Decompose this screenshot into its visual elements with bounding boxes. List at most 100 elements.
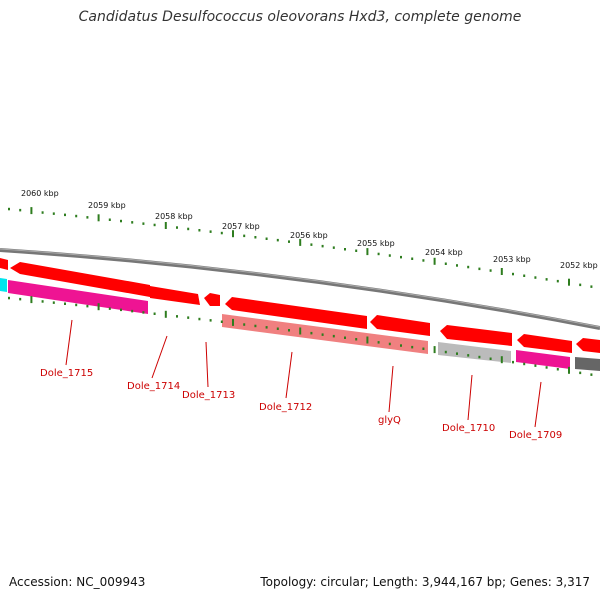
minor-tick <box>220 320 223 323</box>
major-tick <box>97 303 100 311</box>
minor-tick <box>344 248 346 251</box>
minor-tick <box>276 327 279 330</box>
minor-tick <box>52 212 55 215</box>
minor-tick <box>332 246 335 249</box>
minor-tick <box>489 357 492 360</box>
minor-tick <box>108 307 111 310</box>
minor-tick <box>523 274 526 277</box>
feature-arrow[interactable] <box>517 334 572 353</box>
major-tick <box>30 296 33 304</box>
minor-tick <box>411 257 414 260</box>
gene-label[interactable]: Dole_1709 <box>509 430 562 441</box>
minor-tick <box>64 213 66 217</box>
feature-box[interactable] <box>438 342 511 363</box>
minor-tick <box>52 301 55 304</box>
minor-tick <box>545 278 548 281</box>
feature-arrow[interactable] <box>370 315 430 336</box>
major-tick <box>232 318 234 326</box>
minor-tick <box>579 371 582 375</box>
major-tick <box>299 327 302 335</box>
minor-tick <box>422 347 425 350</box>
minor-tick <box>209 230 212 233</box>
scale-label: 2052 kbp <box>560 261 598 270</box>
minor-tick <box>187 227 190 231</box>
major-tick <box>568 278 570 286</box>
minor-tick <box>321 244 324 248</box>
backbone-ring-highlight <box>0 248 600 328</box>
minor-tick <box>120 308 122 312</box>
feature-arrow[interactable] <box>0 258 8 270</box>
minor-tick <box>545 366 548 369</box>
minor-tick <box>19 297 22 301</box>
minor-tick <box>265 326 268 329</box>
feature-box[interactable] <box>0 278 7 292</box>
feature-arrow[interactable] <box>10 262 150 297</box>
minor-tick <box>209 319 212 322</box>
minor-tick <box>19 208 22 212</box>
minor-tick <box>444 262 447 265</box>
major-tick <box>500 356 503 364</box>
feature-arrow[interactable] <box>150 286 200 305</box>
minor-tick <box>41 300 44 303</box>
gene-label[interactable]: Dole_1712 <box>259 402 312 413</box>
minor-tick <box>265 237 268 240</box>
gene-leader-line <box>467 374 473 421</box>
scale-label: 2059 kbp <box>88 201 126 210</box>
minor-tick <box>400 344 402 347</box>
minor-tick <box>198 229 201 232</box>
minor-tick <box>512 272 514 276</box>
minor-tick <box>400 255 402 259</box>
gene-label[interactable]: glyQ <box>378 415 401 426</box>
minor-tick <box>344 336 346 339</box>
scale-label: 2056 kbp <box>290 231 328 240</box>
major-tick <box>366 248 369 256</box>
feature-arrow[interactable] <box>440 325 512 346</box>
minor-tick <box>523 362 526 366</box>
minor-tick <box>467 354 470 357</box>
feature-arrow[interactable] <box>225 297 367 329</box>
gene-label[interactable]: Dole_1710 <box>442 423 495 434</box>
minor-tick <box>321 333 324 336</box>
feature-box[interactable] <box>516 350 570 369</box>
major-tick <box>30 207 33 215</box>
minor-tick <box>153 312 156 315</box>
minor-tick <box>332 334 335 338</box>
minor-tick <box>75 303 78 307</box>
minor-tick <box>534 364 537 367</box>
minor-tick <box>187 316 190 319</box>
minor-tick <box>243 323 246 326</box>
minor-tick <box>388 254 391 257</box>
minor-tick <box>288 329 290 332</box>
minor-tick <box>310 243 313 246</box>
minor-tick <box>153 223 156 227</box>
gene-label[interactable]: Dole_1714 <box>127 381 180 392</box>
minor-tick <box>131 309 134 313</box>
scale-label: 2053 kbp <box>493 255 531 264</box>
gene-leader-line <box>388 365 394 413</box>
minor-tick <box>108 218 111 221</box>
feature-box[interactable] <box>222 314 428 354</box>
minor-tick <box>478 267 481 271</box>
major-tick <box>568 366 570 374</box>
minor-tick <box>467 265 470 269</box>
gene-leader-line <box>65 319 73 366</box>
feature-arrow[interactable] <box>204 293 220 306</box>
major-tick <box>232 230 234 238</box>
minor-tick <box>86 304 89 308</box>
outer-scale-ticks <box>8 207 593 288</box>
minor-tick <box>276 238 279 242</box>
minor-tick <box>254 236 257 239</box>
minor-tick <box>377 341 380 344</box>
minor-tick <box>310 331 313 335</box>
feature-box[interactable] <box>575 357 600 371</box>
gene-label[interactable]: Dole_1715 <box>40 368 93 379</box>
feature-box[interactable] <box>8 280 148 314</box>
minor-tick <box>422 259 425 262</box>
gene-label[interactable]: Dole_1713 <box>182 390 235 401</box>
major-tick <box>299 238 302 246</box>
major-tick <box>97 214 100 222</box>
major-tick <box>500 268 503 275</box>
major-tick <box>433 257 436 265</box>
feature-arrow[interactable] <box>576 338 600 353</box>
